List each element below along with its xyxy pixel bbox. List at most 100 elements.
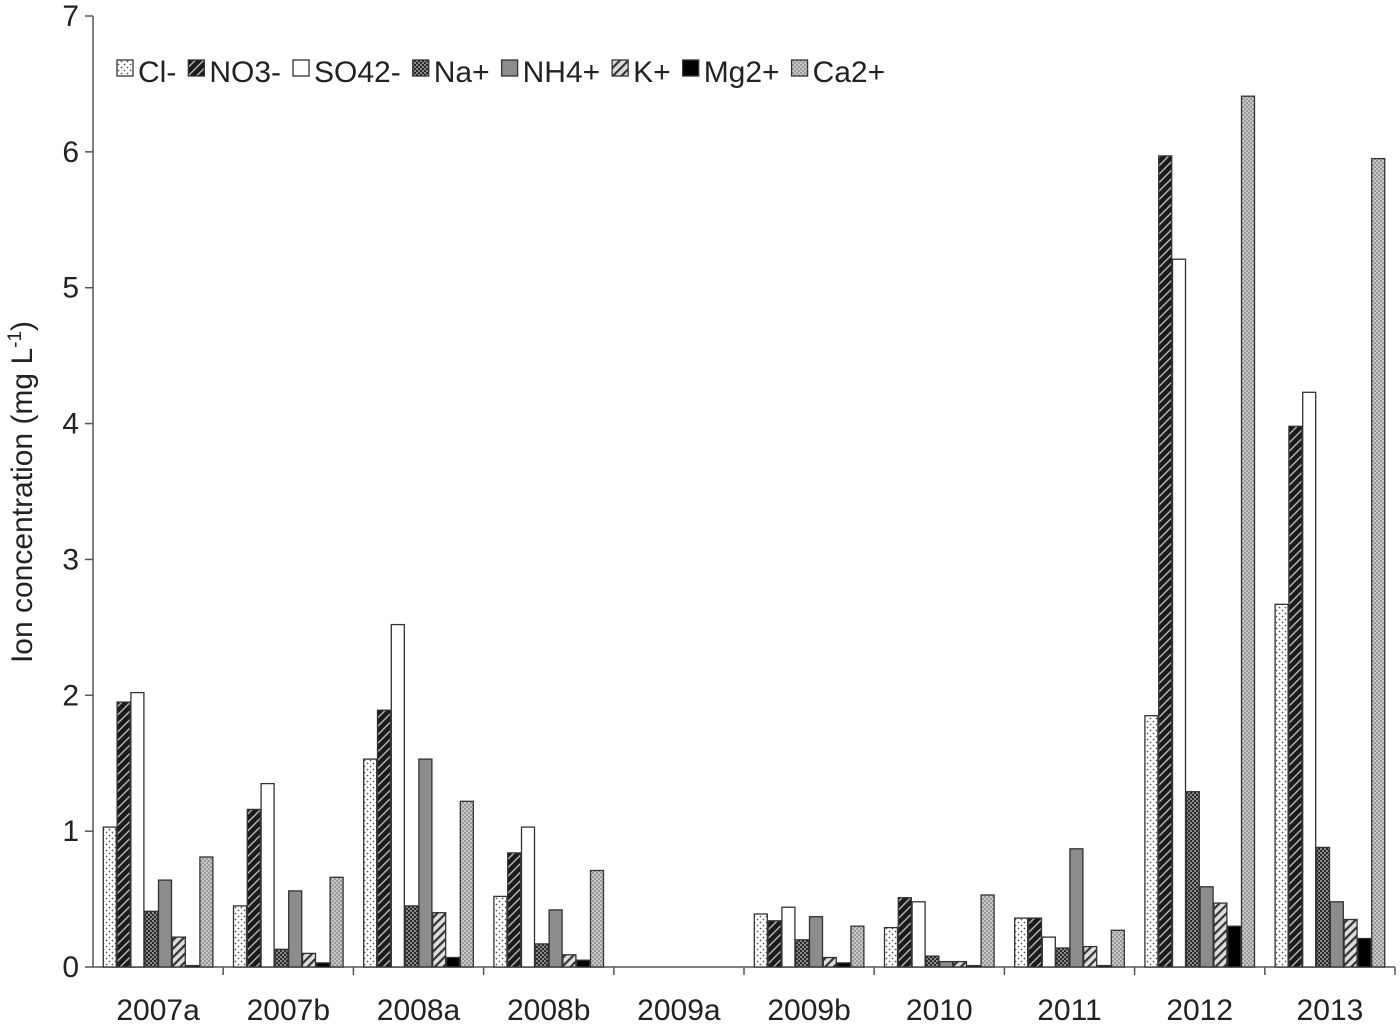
- bar-2012-SO42-: [1171, 258, 1187, 968]
- bar-2009b-Cl-: [753, 913, 768, 968]
- bar-2010-NO3-: [897, 897, 912, 968]
- bar-2010-NH4+: [939, 960, 954, 968]
- legend-label-SO42-: SO42-: [314, 56, 401, 89]
- x-tick-label: 2012: [1166, 994, 1233, 1027]
- legend-label-Na+: Na+: [434, 56, 490, 89]
- legend: Cl- NO3- SO42- Na+ NH4+ K+ Mg2+ Ca2+: [116, 56, 886, 89]
- legend-label-NO3-: NO3-: [209, 56, 281, 89]
- bar-2013-Na+: [1315, 846, 1331, 968]
- x-tick-label: 2009b: [767, 994, 850, 1027]
- bar-2008a-K+: [432, 912, 447, 968]
- bar-2007a-K+: [171, 936, 186, 968]
- x-tick-label: 2007a: [116, 994, 200, 1027]
- x-tick-label: 2013: [1297, 994, 1364, 1027]
- bar-2010-Na+: [925, 955, 940, 968]
- bar-2008b-Mg2+: [576, 959, 591, 968]
- legend-swatch-Cl-: [116, 59, 134, 77]
- legend-swatch-NH4+: [500, 59, 519, 77]
- x-tick-label: 2008a: [377, 994, 461, 1027]
- bar-2011-NH4+: [1069, 848, 1084, 968]
- bar-2013-Cl-: [1274, 603, 1289, 968]
- bar-2007b-Cl-: [232, 905, 248, 968]
- bar-2011-SO42-: [1041, 936, 1056, 968]
- x-tick-label: 2009a: [637, 994, 721, 1027]
- bar-2007a-Cl-: [102, 826, 117, 968]
- bar-2008a-Mg2+: [445, 956, 461, 968]
- legend-swatch-Mg2+: [682, 59, 700, 77]
- bar-2008b-SO42-: [520, 826, 536, 968]
- x-tick-label: 2010: [906, 994, 973, 1027]
- bar-2007a-NH4+: [157, 879, 173, 968]
- bar-2009b-NH4+: [808, 916, 824, 968]
- x-tick-label: 2008b: [507, 994, 590, 1027]
- bar-2009b-Ca2+: [850, 925, 865, 968]
- legend-swatch-NO3-: [187, 59, 205, 77]
- bar-2013-Mg2+: [1357, 937, 1372, 968]
- bar-2010-Mg2+: [966, 964, 981, 968]
- y-tick-label: 5: [62, 272, 79, 305]
- bar-2012-K+: [1213, 902, 1228, 968]
- legend-label-NH4+: NH4+: [523, 56, 601, 89]
- bar-2007b-Na+: [274, 948, 289, 968]
- bar-2007a-Na+: [144, 910, 159, 968]
- bar-2007a-Mg2+: [185, 964, 200, 968]
- legend-swatch-Ca2+: [790, 59, 809, 77]
- bar-2013-NH4+: [1329, 901, 1344, 968]
- bar-2008a-NO3-: [376, 709, 392, 968]
- bar-2008a-Ca2+: [459, 800, 474, 968]
- bar-2013-SO42-: [1302, 391, 1317, 968]
- y-tick-label: 7: [62, 0, 79, 33]
- bar-2009b-NO3-: [767, 920, 782, 968]
- bar-2008b-NO3-: [507, 852, 522, 968]
- y-axis-title: Ion concentration (mg L-1): [5, 321, 39, 663]
- bar-2008a-Cl-: [363, 758, 378, 968]
- bar-2010-Ca2+: [980, 894, 995, 968]
- bar-2011-Mg2+: [1096, 964, 1112, 968]
- bar-2007b-Mg2+: [315, 962, 330, 968]
- legend-label-K+: K+: [633, 56, 671, 89]
- bar-2008a-NH4+: [418, 758, 433, 968]
- bar-2010-SO42-: [911, 901, 926, 968]
- bar-2011-Cl-: [1014, 917, 1029, 968]
- bar-2007b-NH4+: [288, 890, 303, 968]
- bar-2009b-Na+: [795, 939, 810, 968]
- bar-2007a-NO3-: [116, 701, 131, 968]
- bar-2007a-SO42-: [130, 691, 145, 968]
- y-tick-label: 4: [62, 408, 79, 441]
- legend-label-Ca2+: Ca2+: [813, 56, 886, 89]
- y-tick-label: 3: [62, 543, 79, 576]
- x-tick-label: 2011: [1037, 994, 1102, 1027]
- bar-2009b-Mg2+: [836, 962, 851, 968]
- bar-2012-Ca2+: [1240, 95, 1256, 968]
- legend-label-Cl-: Cl-: [138, 56, 176, 89]
- bar-2012-NH4+: [1199, 886, 1214, 968]
- bar-2012-Cl-: [1144, 715, 1159, 968]
- bar-2007b-SO42-: [260, 782, 275, 968]
- legend-swatch-Na+: [412, 59, 430, 77]
- bar-2012-NO3-: [1158, 155, 1173, 968]
- bar-2008b-Ca2+: [589, 869, 605, 968]
- x-tick-label: 2007b: [247, 994, 330, 1027]
- bar-2013-NO3-: [1288, 425, 1303, 968]
- bar-2008b-NH4+: [548, 909, 563, 968]
- legend-label-Mg2+: Mg2+: [704, 56, 780, 89]
- bar-2010-K+: [952, 960, 968, 968]
- bar-2008b-Cl-: [493, 895, 508, 968]
- y-tick-label: 2: [62, 679, 79, 712]
- bar-2012-Mg2+: [1227, 925, 1242, 968]
- bar-2008b-K+: [562, 954, 577, 968]
- bar-2007b-NO3-: [246, 808, 261, 968]
- bar-2013-K+: [1343, 918, 1358, 968]
- bar-2011-NO3-: [1027, 917, 1043, 968]
- bar-2009b-K+: [822, 956, 837, 968]
- y-tick-label: 0: [62, 951, 79, 984]
- bar-2007b-Ca2+: [329, 876, 344, 968]
- legend-swatch-K+: [611, 59, 629, 77]
- bar-2010-Cl-: [883, 926, 899, 968]
- bar-2011-Ca2+: [1110, 929, 1125, 968]
- y-tick-label: 6: [62, 136, 79, 169]
- bar-2008b-Na+: [534, 943, 549, 968]
- bar-2011-K+: [1083, 945, 1098, 968]
